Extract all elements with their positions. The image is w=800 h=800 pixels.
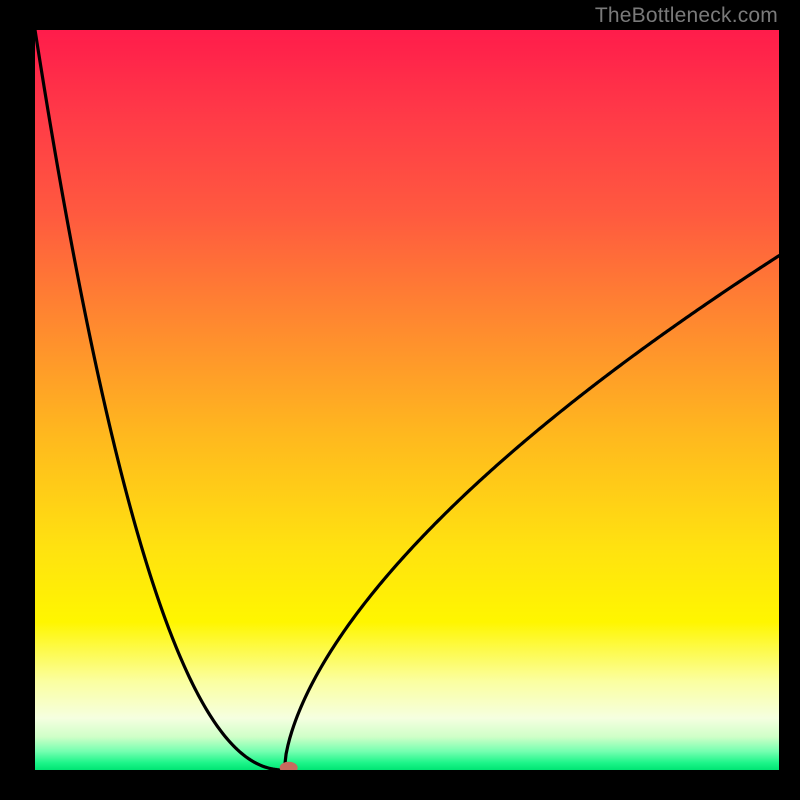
dip-marker [280,762,298,770]
chart-svg [35,30,779,770]
plot-area [35,30,779,770]
bottleneck-curve [35,30,779,770]
watermark-text: TheBottleneck.com [595,4,778,28]
